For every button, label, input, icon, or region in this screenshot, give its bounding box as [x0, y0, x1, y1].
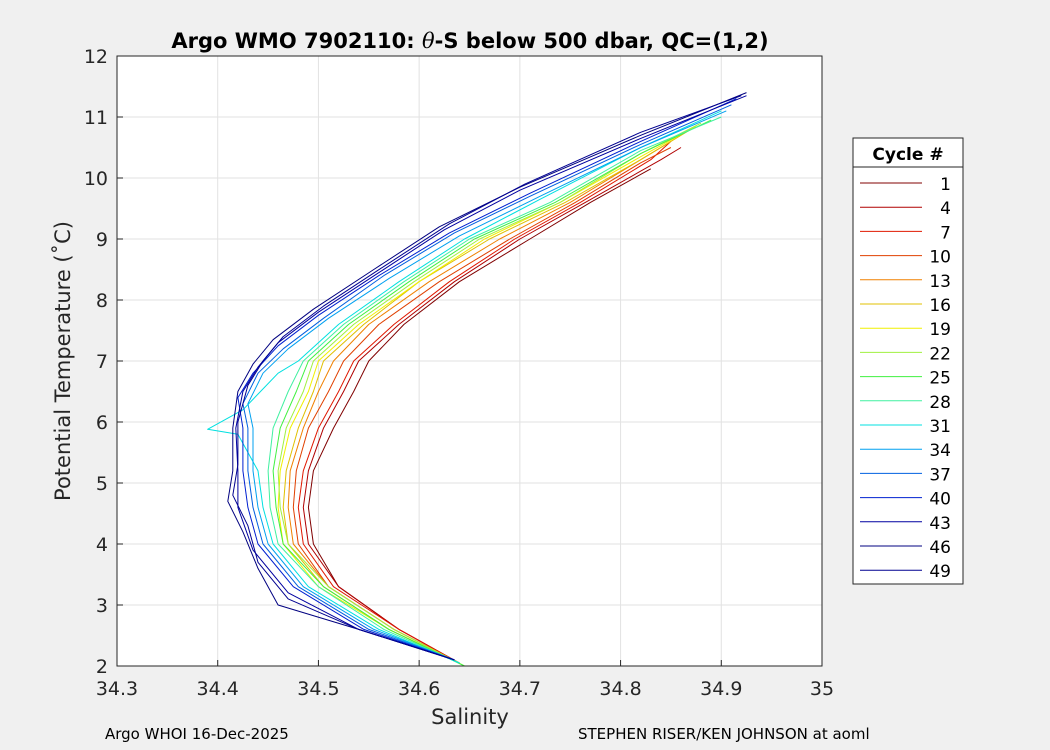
y-tick-label: 8: [96, 290, 108, 312]
y-tick-labels: 2 3 4 5 6 7 8 9 10 11 12: [84, 46, 108, 678]
x-tick-label: 34.5: [297, 678, 339, 700]
y-tick-label: 12: [84, 46, 108, 68]
chart-title: Argo WMO 7902110: θ-S below 500 dbar, QC…: [171, 29, 768, 53]
legend: Cycle # 1 4 7 10 13 16 19 22 25 28 31 34 37 40 43 46 49: [852, 137, 964, 585]
x-tick-label: 34.7: [499, 678, 541, 700]
series-line-cycle-7: [297, 141, 672, 664]
legend-label-13: 13: [929, 272, 951, 292]
legend-title: Cycle #: [872, 145, 943, 165]
y-axis-label: Potential Temperature (˚C): [51, 221, 75, 501]
y-tick-label: 10: [84, 168, 108, 190]
legend-label-46: 46: [929, 538, 951, 558]
series-line-cycle-49: [232, 95, 742, 661]
legend-label-7: 7: [940, 223, 951, 243]
legend-label-22: 22: [929, 344, 951, 364]
legend-box: [852, 137, 964, 585]
x-tick-labels: 34.3 34.4 34.5 34.6 34.7 34.8 34.9 35: [96, 678, 834, 700]
y-tick-label: 2: [96, 656, 108, 678]
legend-label-25: 25: [929, 369, 951, 389]
series-lines: [207, 92, 747, 667]
x-tick-label: 34.6: [398, 678, 440, 700]
legend-label-10: 10: [929, 248, 951, 268]
series-line-cycle-22: [277, 122, 702, 667]
series-line-cycle-10: [292, 147, 672, 664]
x-tick-label: 34.9: [700, 678, 742, 700]
legend-label-1: 1: [940, 175, 951, 195]
chart-title-prefix: Argo WMO 7902110:: [171, 29, 422, 53]
x-tick-label: 35: [810, 678, 834, 700]
y-tick-label: 7: [96, 351, 108, 373]
legend-label-37: 37: [929, 465, 951, 485]
legend-label-28: 28: [929, 393, 951, 413]
series-line-cycle-37: [242, 104, 732, 661]
y-tick-label: 5: [96, 473, 108, 495]
series-line-cycle-25: [272, 119, 712, 667]
legend-label-19: 19: [929, 320, 951, 340]
legend-label-43: 43: [929, 514, 951, 534]
legend-label-31: 31: [929, 417, 951, 437]
chart-title-suffix: -S below 500 dbar, QC=(1,2): [435, 29, 769, 53]
y-tick-label: 11: [84, 107, 108, 129]
x-tick-label: 34.4: [197, 678, 239, 700]
series-line-cycle-4: [302, 147, 682, 664]
legend-label-16: 16: [929, 296, 951, 316]
series-line-cycle-16: [282, 128, 692, 664]
y-tick-label: 6: [96, 412, 108, 434]
plot-frame: [116, 55, 823, 667]
series-line-cycle-28: [267, 116, 722, 664]
x-axis-label: Salinity: [431, 705, 509, 729]
legend-label-49: 49: [929, 562, 951, 582]
series-line-cycle-19: [277, 125, 697, 664]
y-tick-label: 3: [96, 595, 108, 617]
series-line-cycle-34: [247, 110, 727, 661]
series-line-cycle-40: [237, 98, 737, 661]
footer-right: STEPHEN RISER/KEN JOHNSON at aoml: [578, 725, 870, 743]
y-tick-label: 4: [96, 534, 108, 556]
legend-entries: 1 4 7 10 13 16 19 22 25 28 31 34 37 40 43 46 49: [860, 175, 951, 582]
legend-label-34: 34: [929, 441, 951, 461]
series-line-cycle-13: [287, 140, 672, 664]
x-tick-label: 34.3: [96, 678, 138, 700]
y-tick-label: 9: [96, 229, 108, 251]
chart-title-symbol: θ: [422, 29, 435, 53]
series-line-cycle-46: [227, 92, 747, 661]
series-line-cycle-31: [207, 110, 722, 664]
legend-label-40: 40: [929, 490, 951, 510]
footer-left: Argo WHOI 16-Dec-2025: [105, 725, 289, 743]
x-tick-label: 34.8: [599, 678, 641, 700]
series-line-cycle-43: [235, 95, 747, 661]
series-line-cycle-1: [307, 168, 652, 664]
legend-label-4: 4: [940, 199, 951, 219]
